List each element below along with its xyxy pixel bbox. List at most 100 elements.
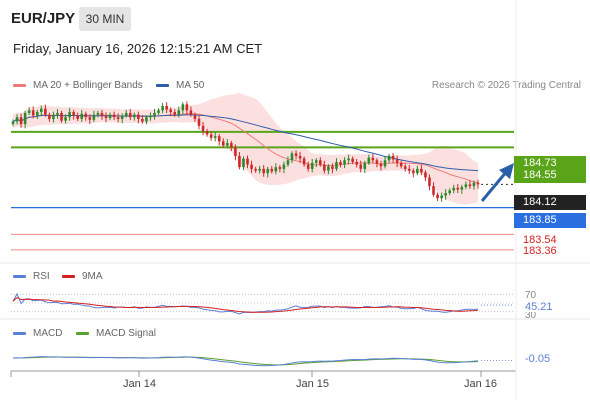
candle-body [116,117,120,119]
candle-body [331,166,334,169]
candle-body [379,163,383,167]
timeframe-button[interactable]: 30 MIN [79,7,131,31]
candle-body [153,112,156,116]
candle-body [266,168,270,174]
candle-body [221,141,225,146]
candle-body [128,112,132,118]
candle-body [72,112,75,116]
candle-body [391,155,395,160]
legend-ma20-label: MA 20 + Bollinger Bands [33,80,143,91]
legend-macd: MACD [13,328,62,339]
candle-body [412,170,415,174]
candle-body [428,177,431,187]
candle-body [339,162,342,165]
x-tick-jan14: Jan 14 [123,378,157,390]
candle-body [464,184,468,187]
candle-body [64,117,67,121]
candle-body [407,168,411,171]
candle-body [84,113,88,118]
candle-body [80,113,84,119]
candle-body [60,112,63,121]
candle-body [169,109,172,113]
rsi-9ma-line [12,296,479,313]
legend-rsi-9ma-swatch [62,275,75,278]
candle-body [96,112,100,115]
candle-body [141,118,144,122]
copyright-text: Research © 2026 Trading Central [431,80,581,91]
macd-signal-line [12,356,479,366]
candle-body [314,160,318,163]
candle-body [343,160,346,165]
candle-body [347,158,350,161]
forecast-arrow [480,170,509,202]
candle-body [56,112,59,115]
candle-body [246,158,249,165]
candle-body [440,195,443,199]
candle-body [145,117,148,122]
candle-body [306,164,310,169]
candle-body [230,143,233,148]
candle-body [359,164,363,169]
legend-rsi-9ma-label: 9MA [82,271,103,282]
candle-body [40,108,43,113]
tag-resistance-1: 184.73 [514,156,586,171]
candle-body [383,160,387,167]
candle-body [31,110,35,116]
macd-value: -0.05 [525,353,551,365]
candle-body [238,155,241,168]
candle-body [323,164,326,171]
legend-macd-signal-swatch [76,332,89,335]
candle-body [120,115,124,119]
candle-body [88,117,92,120]
candle-body [444,193,447,196]
symbol-title: EUR/JPY [11,10,76,27]
candle-body [165,106,168,110]
candle-body [476,182,480,185]
candle-body [177,110,181,115]
candle-body [375,160,379,164]
candle-body [181,104,185,111]
candle-body [351,158,354,162]
candle-body [108,114,112,119]
candle-body [112,114,116,118]
rsi-value: 45.21 [525,301,553,313]
candle-body [310,162,314,169]
candle-body [327,166,330,171]
legend-macd-swatch [13,332,26,335]
candle-body [420,168,423,173]
legend-ma50: MA 50 [156,80,204,91]
candle-body [395,159,399,163]
legend-macd-signal-label: MACD Signal [96,328,157,339]
ma50-line [12,114,479,172]
legend-rsi-9ma: 9MA [62,271,103,282]
candle-body [371,157,375,161]
candle-body [286,160,290,165]
candle-body [460,186,464,190]
candle-body [432,186,435,195]
tag-support-2: 183.36 [523,245,557,257]
candle-body [452,187,456,191]
candle-body [399,162,403,167]
candle-body [448,190,451,193]
candle-body [205,131,209,135]
candle-body [68,112,71,118]
candle-body [44,108,47,115]
candle-body [387,155,391,161]
candle-body [274,167,278,172]
candle-body [213,136,217,138]
candle-body [197,118,201,126]
candle-body [456,187,460,190]
candle-body [52,114,55,119]
candle-body [367,157,371,163]
candle-body [290,153,294,161]
candle-body [254,168,257,171]
candle-body [173,112,177,115]
candle-body [92,114,96,120]
bollinger-band [13,92,478,205]
legend-rsi-swatch [13,275,26,278]
candle-body [472,182,476,187]
candle-body [226,143,229,146]
legend-ma20: MA 20 + Bollinger Bands [13,80,143,91]
candle-body [282,164,286,169]
